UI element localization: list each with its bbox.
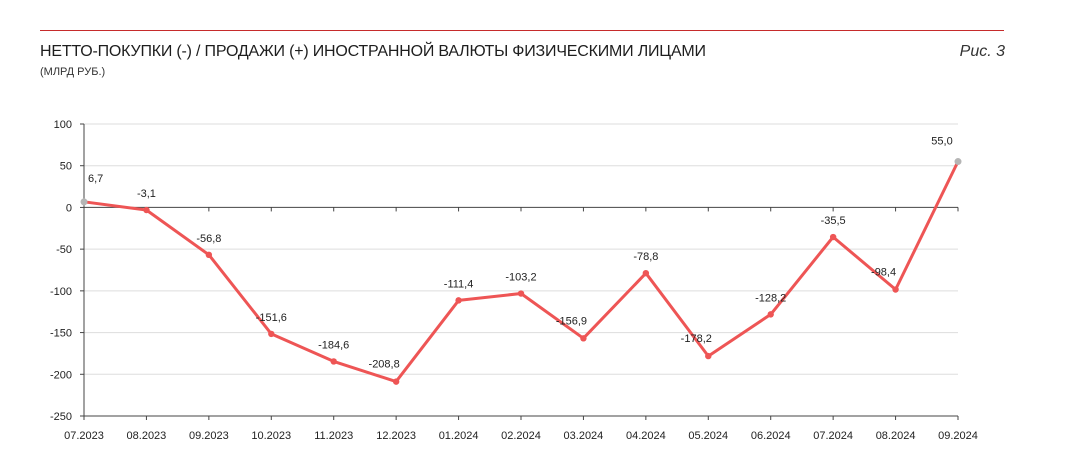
x-tick-label: 11.2023 [314, 430, 353, 442]
data-point [143, 206, 150, 214]
x-tick-label: 05.2024 [688, 430, 728, 442]
data-point [892, 286, 899, 293]
data-label: -184,6 [318, 339, 349, 351]
data-label: -111,4 [444, 278, 474, 290]
data-label: -35,5 [821, 215, 846, 227]
data-label: 6,7 [88, 173, 103, 185]
data-point [642, 269, 650, 277]
data-label: -128,2 [755, 292, 786, 304]
x-tick-label: 03.2024 [564, 430, 604, 442]
y-tick-label: -100 [50, 286, 72, 298]
y-tick-label: -50 [56, 244, 72, 256]
y-tick-label: 0 [66, 202, 72, 214]
data-label: -208,8 [369, 359, 400, 371]
data-label: -156,9 [556, 315, 587, 327]
x-tick-label: 07.2024 [813, 430, 853, 442]
x-tick-label: 08.2023 [127, 430, 167, 442]
data-point [330, 358, 337, 365]
y-tick-label: -250 [50, 411, 72, 423]
data-point [705, 352, 712, 360]
data-label: 55,0 [931, 136, 952, 148]
data-point [580, 335, 587, 342]
data-point [80, 198, 88, 206]
data-point [205, 251, 213, 259]
chart-subtitle: (МЛРД РУБ.) [40, 66, 106, 78]
x-tick-label: 02.2024 [501, 430, 541, 442]
data-label: -3,1 [137, 188, 156, 200]
header-rule [40, 30, 1004, 31]
x-tick-label: 06.2024 [751, 430, 791, 442]
data-point [767, 311, 774, 318]
x-tick-label: 08.2024 [876, 430, 916, 442]
data-point [829, 233, 837, 241]
data-label: -178,2 [681, 333, 712, 345]
x-tick-label: 07.2023 [64, 430, 104, 442]
x-tick-label: 10.2023 [251, 430, 291, 442]
y-tick-label: -200 [50, 369, 72, 381]
data-point [392, 378, 400, 385]
x-tick-label: 04.2024 [626, 430, 666, 442]
x-tick-label: 12.2023 [376, 430, 416, 442]
data-point [268, 330, 275, 338]
data-point [954, 158, 962, 166]
x-tick-label: 09.2023 [189, 430, 229, 442]
data-point [517, 290, 525, 297]
data-label: -103,2 [505, 272, 536, 284]
y-tick-label: 100 [54, 119, 72, 131]
data-label: -78,8 [633, 251, 658, 263]
data-point [455, 297, 462, 304]
data-label: -56,8 [196, 233, 221, 245]
y-tick-label: 50 [60, 161, 72, 173]
x-tick-label: 09.2024 [938, 430, 978, 442]
y-tick-label: -150 [50, 328, 72, 340]
data-label: -98,4 [871, 267, 896, 279]
chart-title: НЕТТО-ПОКУПКИ (-) / ПРОДАЖИ (+) ИНОСТРАН… [40, 43, 706, 60]
x-tick-label: 01.2024 [439, 430, 479, 442]
data-label: -151,6 [256, 312, 287, 324]
figure-label: Рис. 3 [959, 43, 1005, 60]
